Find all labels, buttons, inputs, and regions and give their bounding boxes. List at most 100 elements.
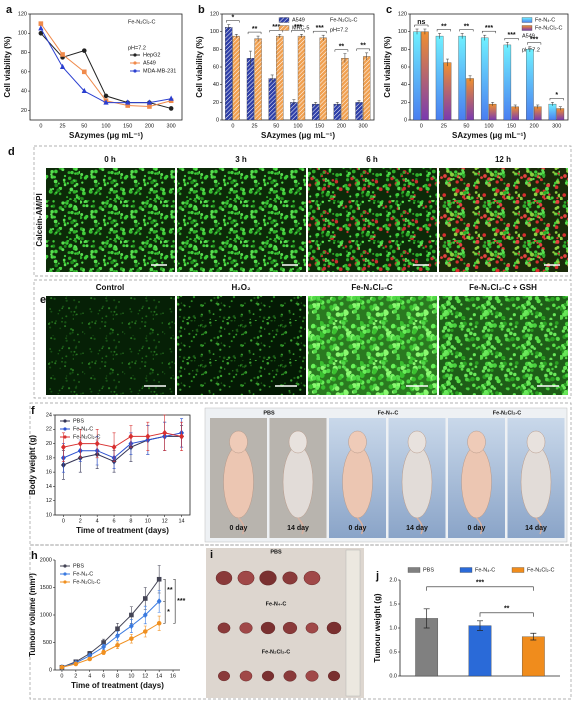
image-title: Fe-N₂Cl₂-C + GSH: [469, 283, 537, 292]
legend-label: Fe-N₂Cl₂-C: [73, 579, 101, 585]
mouse-head: [407, 430, 427, 454]
significance: ***: [177, 598, 185, 605]
point: [77, 440, 83, 447]
tumour: [305, 622, 319, 634]
photo-caption: 14 day: [525, 525, 547, 532]
mouse-body: [342, 445, 373, 519]
annotation: pH=7.2: [128, 45, 146, 51]
x-tick-label: 200: [145, 123, 154, 129]
significance: ***: [316, 25, 324, 32]
significance: **: [441, 23, 447, 30]
point: [81, 48, 87, 53]
bar: [503, 44, 512, 121]
micrograph: [46, 296, 175, 395]
section-frame: [33, 145, 572, 277]
micrograph: [439, 296, 568, 395]
photo-caption: 14 day: [406, 525, 428, 532]
legend-swatch: [511, 567, 525, 573]
mouse-body: [461, 445, 492, 519]
bar: [526, 49, 534, 121]
image-title: 12 h: [495, 155, 511, 164]
error-bar: [505, 42, 509, 48]
significance: ***: [294, 24, 302, 31]
error-bar: [343, 53, 347, 63]
mouse-tail: [237, 517, 245, 535]
x-tick-label: 6: [102, 673, 105, 679]
mouse-head: [467, 430, 486, 454]
panel-label: b: [198, 4, 205, 16]
point: [128, 622, 134, 630]
mouse-tail: [297, 517, 305, 535]
annotation: pH=7.2: [330, 27, 348, 33]
point: [156, 620, 162, 626]
y-tick-label: 20: [21, 108, 27, 114]
point: [103, 99, 109, 105]
y-tick-label: 0: [216, 117, 219, 123]
bar: [355, 102, 363, 121]
image-title: H₂O₂: [231, 283, 251, 292]
x-tick-label: 25: [60, 123, 66, 129]
y-tick-label: 60: [21, 69, 27, 75]
x-tick-label: 300: [359, 123, 368, 129]
series-line: [63, 432, 182, 448]
significance: ***: [476, 580, 484, 587]
point: [142, 596, 148, 601]
x-tick-label: 0: [62, 518, 65, 524]
y-tick-label: 0.0: [389, 673, 397, 679]
legend-label: Fe-N₄-C: [475, 567, 495, 573]
y-tick-label: 1.0: [389, 625, 397, 631]
point: [146, 99, 153, 105]
x-tick-label: 150: [507, 123, 516, 129]
point: [61, 443, 66, 451]
x-tick-label: 300: [552, 123, 561, 129]
tumour: [217, 622, 231, 634]
error-bar: [491, 102, 495, 106]
y-tick-label: 500: [43, 640, 52, 646]
error-bar: [365, 52, 369, 60]
mouse-head: [348, 430, 367, 454]
mouse-tail: [535, 517, 543, 535]
legend-swatch: [521, 17, 533, 23]
error-bar: [270, 74, 274, 83]
x-tick-label: 12: [162, 518, 168, 524]
legend-marker: [63, 435, 67, 439]
y-tick-label: 100: [210, 29, 219, 35]
significance: *: [167, 609, 170, 616]
bar: [232, 35, 240, 121]
group-title: PBS: [270, 549, 282, 555]
point: [38, 21, 44, 26]
error-bar: [314, 102, 318, 106]
legend-marker: [133, 61, 137, 65]
legend-label: PBS: [423, 567, 434, 573]
x-tick-label: 2: [79, 518, 82, 524]
tumour: [237, 570, 255, 586]
y-tick-label: 1000: [40, 612, 52, 618]
plot-frame: [29, 13, 183, 121]
tumour: [215, 570, 233, 586]
bar: [466, 78, 474, 121]
legend-swatch: [407, 567, 421, 573]
micrograph: [177, 168, 306, 272]
point: [115, 642, 120, 648]
significance: *: [231, 14, 234, 21]
legend-marker: [133, 69, 137, 73]
error-bar: [415, 28, 419, 35]
error-bar: [256, 35, 260, 42]
bar: [297, 35, 306, 121]
bar: [254, 38, 262, 121]
error-bar: [530, 632, 537, 641]
point: [115, 632, 120, 640]
error-bar: [460, 33, 464, 39]
legend-swatch: [278, 17, 290, 23]
sig-bracket: [481, 30, 497, 34]
bar: [311, 103, 320, 121]
x-tick-label: 25: [441, 123, 447, 129]
mouse-tail: [356, 517, 364, 535]
y-tick-label: 1500: [40, 585, 52, 591]
point: [103, 93, 109, 99]
micrograph: [439, 168, 568, 272]
sig-bracket: [173, 578, 176, 624]
sig-bracket: [414, 24, 429, 28]
group-title: PBS: [263, 410, 275, 416]
y-tick-label: 40: [21, 89, 27, 95]
